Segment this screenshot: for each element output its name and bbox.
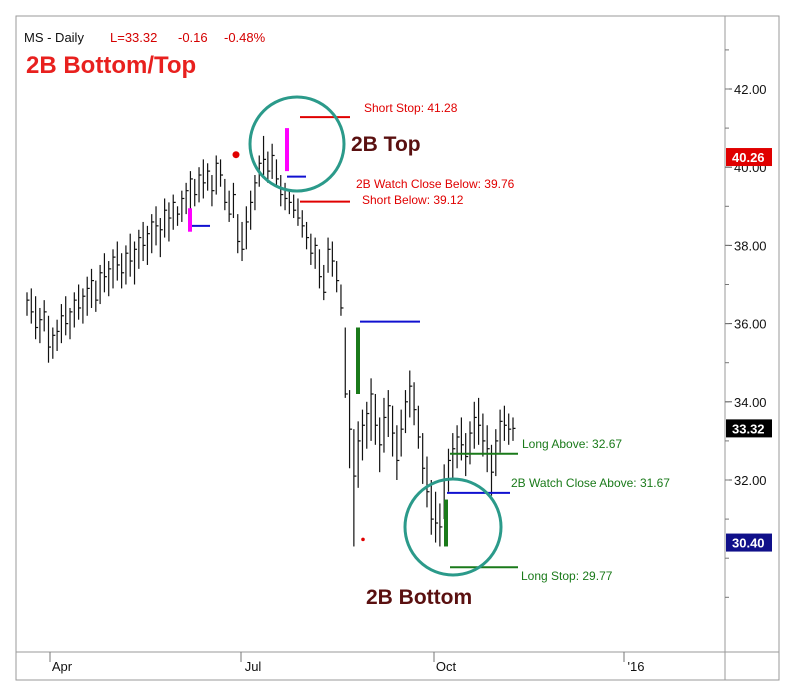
x-tick-label: Oct bbox=[436, 659, 457, 674]
pattern-label: 2B Bottom bbox=[366, 586, 472, 609]
annotation-label: Long Stop: 29.77 bbox=[521, 569, 613, 583]
symbol-label: MS - Daily bbox=[24, 30, 84, 45]
pivot-marker bbox=[361, 537, 365, 542]
y-tick-label: 42.00 bbox=[734, 82, 767, 97]
y-tick-label: 32.00 bbox=[734, 473, 767, 488]
last-price-label: L=33.32 bbox=[110, 30, 157, 45]
x-tick-label: Apr bbox=[52, 659, 73, 674]
price-tag-label: 30.40 bbox=[732, 536, 765, 551]
annotation-label: 2B Watch Close Below: 39.76 bbox=[356, 177, 515, 191]
annotation-label: Long Above: 32.67 bbox=[522, 437, 622, 451]
bottom-circle bbox=[403, 477, 503, 577]
price-tag bbox=[726, 148, 772, 167]
price-tag-label: 33.32 bbox=[732, 421, 765, 436]
pivot-marker bbox=[232, 151, 240, 159]
price-tag-label: 40.26 bbox=[732, 150, 765, 165]
annotation-label: 2B Watch Close Above: 31.67 bbox=[511, 476, 670, 490]
price-tag bbox=[726, 419, 772, 438]
y-tick-label: 36.00 bbox=[734, 317, 767, 332]
annotation-label: Short Below: 39.12 bbox=[362, 193, 464, 207]
chart-title: 2B Bottom/Top bbox=[26, 52, 196, 79]
price-tag bbox=[726, 533, 772, 552]
change-pct-label: -0.48% bbox=[224, 30, 266, 45]
y-tick-label: 38.00 bbox=[734, 238, 767, 253]
x-tick-label: '16 bbox=[628, 659, 645, 674]
pattern-label: 2B Top bbox=[351, 133, 421, 156]
x-tick-label: Jul bbox=[245, 659, 262, 674]
top-circle bbox=[248, 95, 346, 193]
change-label: -0.16 bbox=[178, 30, 208, 45]
chart-frame bbox=[15, 15, 780, 681]
y-tick-label: 34.00 bbox=[734, 395, 767, 410]
annotation-label: Short Stop: 41.28 bbox=[364, 101, 458, 115]
